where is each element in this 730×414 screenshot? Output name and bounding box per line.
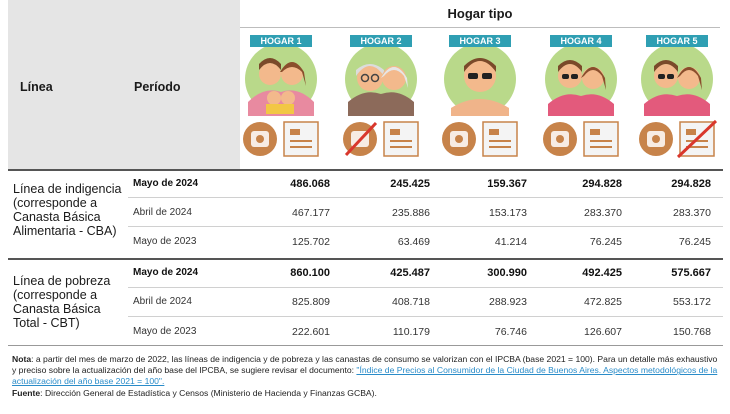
cell-value: 76.746 (494, 326, 527, 338)
cell-value: 472.825 (584, 296, 622, 308)
cell-value: 76.245 (678, 236, 711, 248)
cell-value: 553.172 (673, 296, 711, 308)
cell-value: 825.809 (292, 296, 330, 308)
cell-value: 222.601 (292, 326, 330, 338)
young-couple-icon (545, 43, 617, 116)
cell-value: 63.469 (397, 236, 430, 248)
nota-text: : a partir del mes de marzo de 2022, las… (12, 354, 718, 376)
cell-value: 408.718 (392, 296, 430, 308)
cell-value: 425.487 (390, 267, 430, 279)
group-header-hogar-tipo: Hogar tipo (447, 6, 513, 21)
methodology-link[interactable]: "Índice de Precios al Consumidor de la C… (12, 365, 718, 387)
row-period: Mayo de 2024 (133, 267, 199, 278)
document-icon (283, 121, 319, 157)
document-icon (383, 121, 419, 157)
hogar-tag: HOGAR 5 (646, 35, 708, 47)
young-couple-icon (641, 43, 713, 116)
section-label-pobreza: Línea de pobreza (corresponde a Canasta … (13, 274, 111, 330)
cell-value: 126.607 (584, 326, 622, 338)
fuente-text: : Dirección General de Estadística y Cen… (40, 387, 377, 398)
cell-value: 575.667 (671, 267, 711, 279)
cell-value: 110.179 (392, 326, 430, 338)
hogar-3-attribute-icons (442, 121, 518, 157)
cell-value: 125.702 (292, 236, 330, 248)
cell-value: 294.828 (671, 178, 711, 190)
nota-label: Nota (12, 354, 32, 364)
hogar-2-header: HOGAR 2 (338, 33, 424, 163)
hogar-tag: HOGAR 4 (550, 35, 612, 47)
column-header-periodo: Período (134, 80, 181, 94)
row-divider (128, 287, 723, 288)
row-divider (128, 316, 723, 317)
fuente-paragraph: Fuente: Dirección General de Estadística… (12, 388, 722, 399)
cell-value: 76.245 (589, 236, 622, 248)
section-label-indigencia: Línea de indigencia (corresponde a Canas… (13, 182, 122, 238)
row-period: Mayo de 2024 (133, 178, 199, 189)
section-divider (8, 258, 723, 260)
footnotes: Nota: a partir del mes de marzo de 2022,… (12, 354, 722, 399)
row-period: Mayo de 2023 (133, 326, 197, 337)
hogar-tag: HOGAR 3 (449, 35, 511, 47)
header-gray-panel (8, 0, 240, 169)
row-divider (128, 226, 723, 227)
hogar-4-attribute-icons (543, 121, 619, 157)
cell-value: 288.923 (489, 296, 527, 308)
cell-value: 150.768 (673, 326, 711, 338)
group-header-divider (240, 27, 720, 28)
document-icon (482, 121, 518, 157)
cell-value: 41.214 (494, 236, 527, 248)
hogar-2-attribute-icons (343, 121, 419, 157)
row-period: Abril de 2024 (133, 207, 192, 218)
cell-value: 467.177 (292, 207, 330, 219)
row-period: Abril de 2024 (133, 296, 192, 307)
table-bottom-rule (8, 345, 723, 346)
hogar-5-attribute-icons (639, 119, 718, 159)
hogar-tag: HOGAR 1 (250, 35, 312, 47)
row-divider (128, 197, 723, 198)
cell-value: 486.068 (290, 178, 330, 190)
cell-value: 294.828 (582, 178, 622, 190)
cell-value: 300.990 (487, 267, 527, 279)
elderly-couple-icon (345, 43, 417, 116)
cell-value: 159.367 (487, 178, 527, 190)
cell-value: 245.425 (390, 178, 430, 190)
hogar-1-header: HOGAR 1 (238, 33, 324, 163)
document-icon (583, 121, 619, 157)
cell-value: 235.886 (392, 207, 430, 219)
hogar-4-header: HOGAR 4 (538, 33, 624, 163)
hogar-tag: HOGAR 2 (350, 35, 412, 47)
cell-value: 860.100 (290, 267, 330, 279)
cell-value: 153.173 (489, 207, 527, 219)
hogar-3-header: HOGAR 3 (437, 33, 523, 163)
nota-paragraph: Nota: a partir del mes de marzo de 2022,… (12, 354, 722, 388)
hogar-1-attribute-icons (243, 121, 319, 157)
young-man-icon (444, 43, 516, 116)
cell-value: 492.425 (582, 267, 622, 279)
cell-value: 283.370 (673, 207, 711, 219)
hogar-5-header: HOGAR 5 (634, 33, 720, 163)
fuente-label: Fuente (12, 387, 41, 398)
column-header-linea: Línea (20, 80, 53, 94)
cell-value: 283.370 (584, 207, 622, 219)
family-couple-kids-icon (245, 43, 317, 116)
row-period: Mayo de 2023 (133, 236, 197, 247)
section-divider (8, 169, 723, 171)
